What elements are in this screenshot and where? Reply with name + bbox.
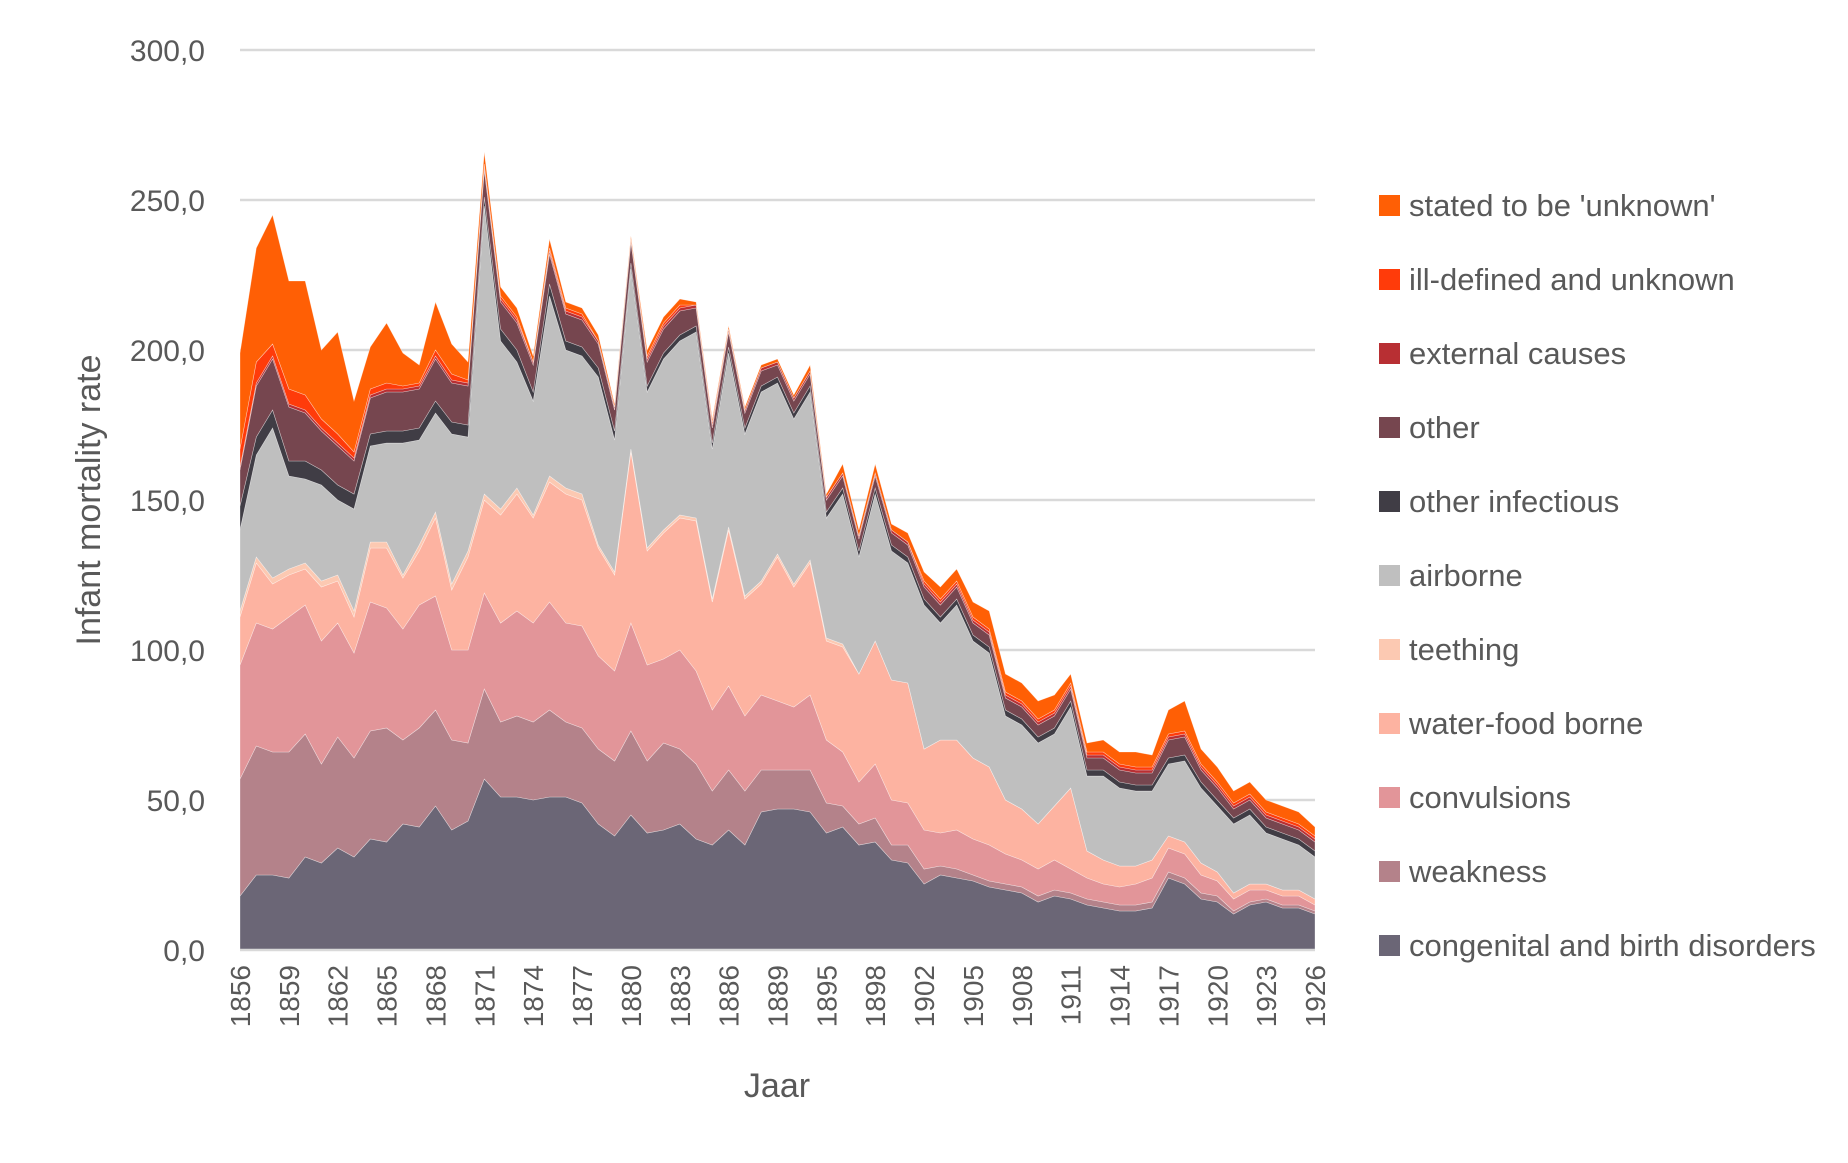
x-tick-label: 1871: [469, 965, 500, 1027]
legend-label: teething: [1409, 632, 1519, 667]
legend-label: convulsions: [1409, 780, 1571, 815]
legend-item-congenital-and-birth-disorders: congenital and birth disorders: [1379, 928, 1816, 963]
x-axis-title: Jaar: [744, 1067, 810, 1105]
x-tick-label: 1883: [665, 965, 696, 1027]
area-series-stated-to-be-unknown: [239, 151, 1316, 837]
x-tick-label: 1902: [909, 965, 940, 1027]
y-tick-label: 300,0: [130, 35, 205, 68]
area-series-layer: [239, 151, 1316, 951]
legend-swatch: [1379, 565, 1400, 586]
legend-label: other infectious: [1409, 484, 1619, 519]
legend-item-stated-to-be-unknown: stated to be 'unknown': [1379, 188, 1716, 223]
y-axis-ticks: 0,0 50,0 100,0 150,0 200,0 250,0 300,0: [130, 35, 205, 968]
legend-item-other-infectious: other infectious: [1379, 484, 1619, 519]
legend-swatch: [1379, 935, 1400, 956]
y-axis-title: Infant mortality rate: [70, 354, 108, 645]
y-tick-label: 150,0: [130, 485, 205, 518]
x-tick-label: 1856: [225, 965, 256, 1027]
legend-swatch: [1379, 195, 1400, 216]
legend-item-ill-defined-and-unknown: ill-defined and unknown: [1379, 262, 1735, 297]
y-tick-label: 100,0: [130, 635, 205, 668]
legend: stated to be 'unknown' ill-defined and un…: [1379, 188, 1816, 963]
x-tick-label: 1886: [714, 965, 745, 1027]
x-tick-label: 1920: [1202, 965, 1233, 1027]
y-tick-label: 50,0: [147, 785, 205, 818]
legend-label: water-food borne: [1408, 706, 1643, 741]
legend-item-convulsions: convulsions: [1379, 780, 1571, 815]
legend-label: stated to be 'unknown': [1409, 188, 1716, 223]
legend-item-airborne: airborne: [1379, 558, 1523, 593]
legend-item-teething: teething: [1379, 632, 1519, 667]
x-tick-label: 1914: [1105, 965, 1136, 1027]
legend-label: congenital and birth disorders: [1409, 928, 1816, 963]
x-tick-label: 1862: [323, 965, 354, 1027]
legend-swatch: [1379, 269, 1400, 290]
legend-label: ill-defined and unknown: [1409, 262, 1735, 297]
legend-swatch: [1379, 417, 1400, 438]
legend-swatch: [1379, 343, 1400, 364]
x-tick-label: 1868: [420, 965, 451, 1027]
x-tick-label: 1859: [274, 965, 305, 1027]
legend-item-external-causes: external causes: [1379, 336, 1626, 371]
y-tick-label: 200,0: [130, 335, 205, 368]
legend-item-water-food-borne: water-food borne: [1379, 706, 1643, 741]
legend-label: airborne: [1409, 558, 1523, 593]
y-tick-label: 250,0: [130, 185, 205, 218]
legend-swatch: [1379, 491, 1400, 512]
legend-swatch: [1379, 639, 1400, 660]
legend-label: external causes: [1409, 336, 1626, 371]
x-tick-label: 1926: [1300, 965, 1331, 1027]
x-tick-label: 1898: [860, 965, 891, 1027]
x-tick-label: 1911: [1056, 965, 1087, 1025]
legend-swatch: [1379, 861, 1400, 882]
x-axis-ticks: 1856 1859 1862 1865 1868 1871 1874 1877 1880 1883…: [225, 965, 1331, 1027]
legend-swatch: [1379, 713, 1400, 734]
x-tick-label: 1874: [518, 965, 549, 1027]
x-tick-label: 1880: [616, 965, 647, 1027]
y-tick-label: 0,0: [163, 935, 205, 968]
legend-label: other: [1409, 410, 1480, 445]
legend-item-other: other: [1379, 410, 1480, 445]
x-tick-label: 1877: [567, 965, 598, 1027]
x-tick-label: 1865: [372, 965, 403, 1027]
x-tick-label: 1923: [1251, 965, 1282, 1027]
x-tick-label: 1889: [763, 965, 794, 1027]
x-tick-label: 1908: [1007, 965, 1038, 1027]
x-tick-label: 1905: [958, 965, 989, 1027]
legend-label: weakness: [1408, 854, 1547, 889]
x-tick-label: 1917: [1153, 965, 1184, 1027]
legend-swatch: [1379, 787, 1400, 808]
legend-item-weakness: weakness: [1379, 854, 1547, 889]
x-tick-label: 1895: [811, 965, 842, 1027]
